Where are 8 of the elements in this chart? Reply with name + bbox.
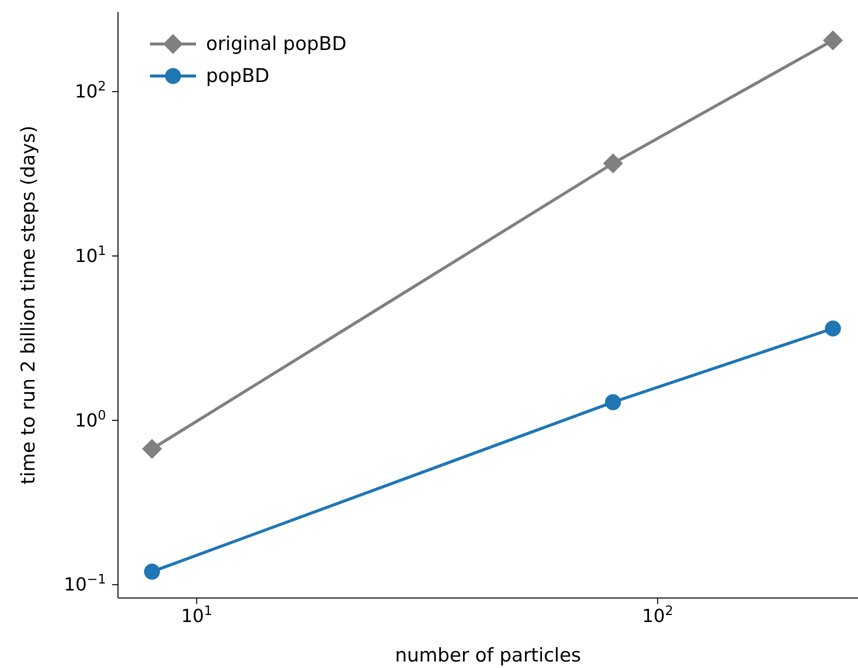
y-tick-label: 10$^{1}$ <box>74 243 106 267</box>
y-axis-title: time to run 2 billion time steps (days) <box>18 126 40 484</box>
legend-label: original popBD <box>206 33 346 55</box>
y-tick-label: 10$^{0}$ <box>74 408 106 432</box>
legend-label: popBD <box>206 65 270 87</box>
x-axis-title: number of particles <box>394 644 582 666</box>
y-tick-label: 10$^{−1}$ <box>64 572 106 596</box>
y-tick-label: 10$^{2}$ <box>74 79 106 103</box>
